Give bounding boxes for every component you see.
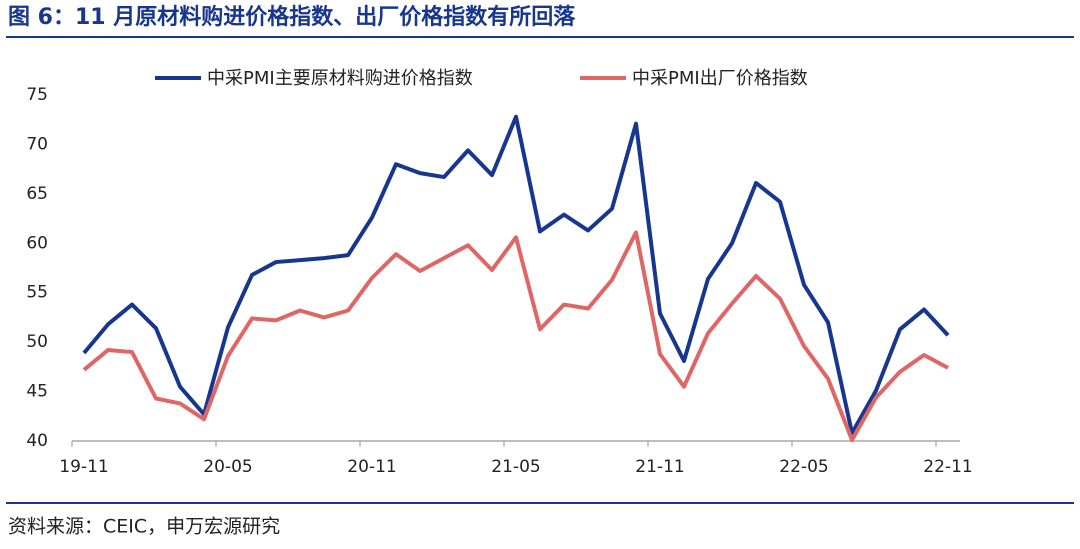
source: 资料来源：CEIC，申万宏源研究	[8, 516, 280, 538]
x-tick-label: 22-05	[779, 457, 828, 477]
legend-label: 中采PMI出厂价格指数	[632, 68, 808, 89]
y-tick-label: 45	[26, 382, 48, 402]
y-tick-label: 55	[26, 283, 48, 303]
x-tick-label: 19-11	[59, 457, 108, 477]
y-tick-label: 40	[26, 431, 48, 451]
y-tick-label: 70	[26, 134, 48, 154]
x-tick-label: 21-11	[635, 457, 684, 477]
x-tick-label: 22-11	[923, 457, 972, 477]
series-line	[82, 230, 949, 443]
y-tick-label: 50	[26, 332, 48, 352]
x-tick-label: 20-05	[203, 457, 252, 477]
y-tick-label: 65	[26, 184, 48, 204]
x-tick-label: 21-05	[491, 457, 540, 477]
series-line	[82, 114, 950, 436]
chart-title: 图 6：11 月原材料购进价格指数、出厂价格指数有所回落	[8, 4, 576, 30]
legend-label: 中采PMI主要原材料购进价格指数	[207, 68, 473, 89]
y-tick-label: 60	[26, 233, 48, 253]
y-tick-label: 75	[26, 85, 48, 105]
x-tick-label: 20-11	[347, 457, 396, 477]
